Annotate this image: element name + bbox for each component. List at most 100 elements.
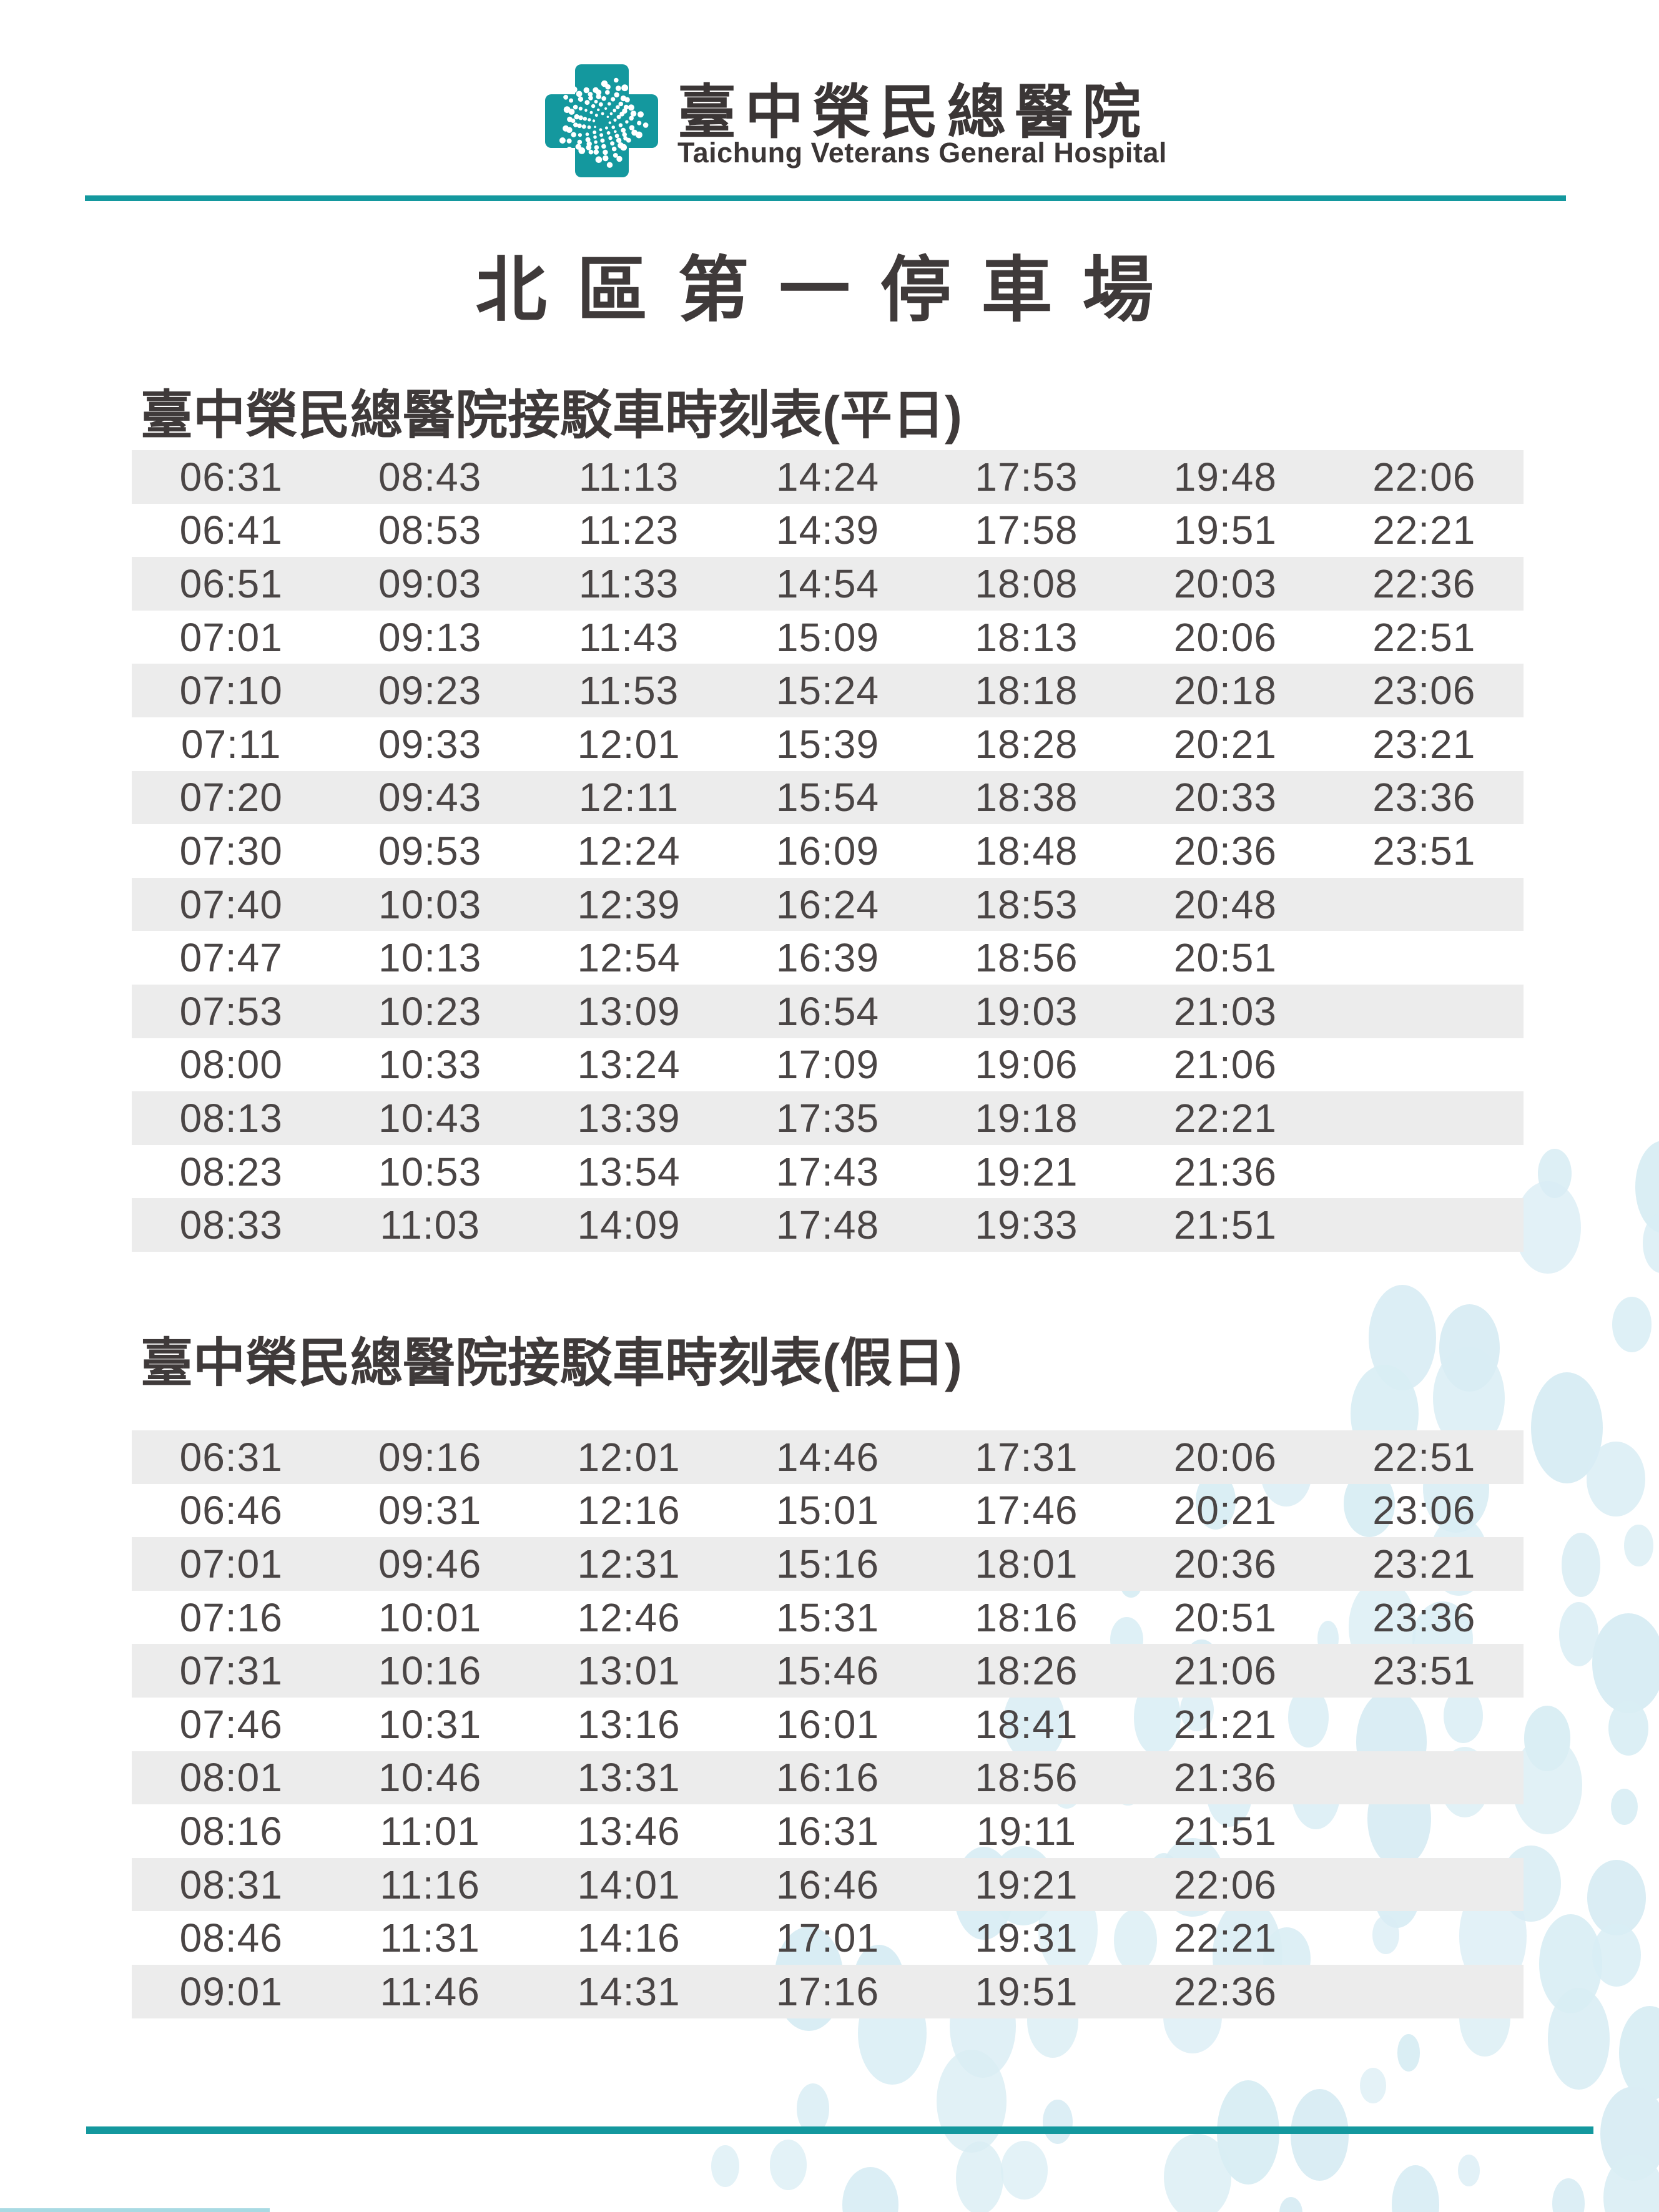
time-cell: 07:11 <box>181 721 282 767</box>
time-cell: 15:46 <box>775 1648 880 1694</box>
time-cell: 07:01 <box>179 614 283 660</box>
time-cell: 08:01 <box>179 1755 283 1801</box>
time-cell: 21:51 <box>1173 1202 1277 1248</box>
time-cell: 14:46 <box>775 1434 880 1480</box>
deco-dot <box>1113 1909 1157 1972</box>
time-cell: 08:33 <box>179 1202 283 1248</box>
table-row: 07:01 09:46 12:31 15:16 18:01 20:36 23:21 <box>132 1537 1524 1591</box>
time-cell: 20:51 <box>1173 935 1277 981</box>
deco-dot <box>1608 1700 1649 1756</box>
time-cell: 10:46 <box>378 1755 482 1801</box>
time-cell: 13:09 <box>577 988 681 1034</box>
deco-dot <box>956 2141 1004 2212</box>
time-cell: 22:21 <box>1173 1915 1277 1961</box>
time-cell: 18:13 <box>975 614 1078 660</box>
deco-dot <box>711 2145 739 2188</box>
time-cell: 06:51 <box>179 561 283 606</box>
time-cell: 19:33 <box>975 1202 1078 1248</box>
deco-dot <box>842 2167 898 2212</box>
time-cell: 07:01 <box>179 1541 283 1586</box>
time-cell: 06:41 <box>179 508 283 553</box>
time-cell: 08:53 <box>378 508 482 553</box>
time-cell: 06:31 <box>179 454 283 499</box>
time-cell: 13:31 <box>577 1755 681 1801</box>
time-cell: 12:01 <box>577 721 681 767</box>
time-cell: 09:53 <box>378 828 482 873</box>
time-cell: 22:06 <box>1372 454 1476 499</box>
time-cell: 23:21 <box>1372 721 1476 767</box>
table-row: 06:51 09:03 11:33 14:54 18:08 20:03 22:36 <box>132 557 1524 611</box>
time-cell: 06:46 <box>179 1488 283 1533</box>
hospital-logo-cross-icon <box>545 64 658 177</box>
time-cell: 09:03 <box>378 561 482 606</box>
time-cell: 13:01 <box>577 1648 681 1694</box>
table-row: 07:16 10:01 12:46 15:31 18:16 20:51 23:36 <box>132 1591 1524 1644</box>
time-cell: 18:26 <box>975 1648 1078 1694</box>
time-cell: 09:13 <box>378 614 482 660</box>
time-cell: 10:01 <box>378 1595 482 1640</box>
time-cell: 16:39 <box>775 935 880 981</box>
time-cell: 20:21 <box>1173 721 1277 767</box>
time-cell: 13:24 <box>577 1042 681 1088</box>
time-cell: 18:48 <box>975 828 1078 873</box>
time-cell: 20:36 <box>1173 828 1277 873</box>
time-cell: 09:23 <box>378 668 482 714</box>
time-cell: 20:06 <box>1173 614 1277 660</box>
time-cell: 14:39 <box>775 508 880 553</box>
deco-dot <box>1457 2154 1480 2186</box>
time-cell: 14:24 <box>775 454 880 499</box>
table-row: 06:31 09:16 12:01 14:46 17:31 20:06 22:51 <box>132 1430 1524 1484</box>
weekday-section-heading: 臺中榮民總醫院接駁車時刻表(平日) <box>140 386 962 445</box>
table-row: 09:01 11:46 14:31 17:16 19:51 22:36 <box>132 1964 1524 2018</box>
deco-dot <box>1163 2133 1231 2212</box>
time-cell: 21:03 <box>1173 988 1277 1034</box>
time-cell: 19:51 <box>1173 508 1277 553</box>
time-cell: 22:06 <box>1173 1862 1277 1907</box>
deco-dot <box>1512 1736 1582 1834</box>
time-cell: 22:36 <box>1372 561 1476 606</box>
time-cell: 21:36 <box>1173 1755 1277 1801</box>
page-title: 北區第一停車場 <box>475 251 1184 330</box>
time-cell: 11:13 <box>578 454 679 499</box>
time-cell: 20:36 <box>1173 1541 1277 1586</box>
time-cell: 19:06 <box>975 1042 1078 1088</box>
time-cell: 18:53 <box>975 882 1078 927</box>
time-cell: 13:16 <box>577 1701 681 1747</box>
table-row: 07:01 09:13 11:43 15:09 18:13 20:06 22:51 <box>132 611 1524 664</box>
time-cell: 22:36 <box>1173 1969 1277 2014</box>
time-cell: 21:06 <box>1173 1648 1277 1694</box>
time-cell: 18:18 <box>975 668 1078 714</box>
table-row: 06:46 09:31 12:16 15:01 17:46 20:21 23:06 <box>132 1484 1524 1538</box>
time-cell: 11:01 <box>380 1808 480 1854</box>
time-cell: 19:11 <box>976 1808 1077 1854</box>
table-row: 07:30 09:53 12:24 16:09 18:48 20:36 23:51 <box>132 824 1524 878</box>
time-cell: 10:13 <box>378 935 482 981</box>
time-cell: 21:06 <box>1173 1042 1277 1088</box>
time-cell: 22:51 <box>1372 614 1476 660</box>
time-cell: 14:09 <box>577 1202 681 1248</box>
time-cell: 13:54 <box>577 1149 681 1194</box>
hospital-name-zh: 臺中榮民總醫院 <box>677 79 1150 145</box>
time-cell: 18:16 <box>975 1595 1078 1640</box>
time-cell: 16:09 <box>775 828 880 873</box>
time-cell: 23:36 <box>1372 775 1476 820</box>
time-cell: 19:18 <box>975 1095 1078 1141</box>
time-cell: 13:39 <box>577 1095 681 1141</box>
deco-dot <box>1592 1613 1659 1714</box>
time-cell: 20:48 <box>1173 882 1277 927</box>
deco-dot <box>1592 1924 1641 1987</box>
time-cell: 16:54 <box>775 988 880 1034</box>
time-cell: 17:58 <box>975 508 1078 553</box>
time-cell: 21:36 <box>1173 1149 1277 1194</box>
time-cell: 21:21 <box>1173 1701 1277 1747</box>
time-cell: 17:46 <box>975 1488 1078 1533</box>
time-cell: 21:51 <box>1173 1808 1277 1854</box>
deco-dot <box>1612 1296 1652 1352</box>
time-cell: 18:01 <box>975 1541 1078 1586</box>
time-cell: 20:33 <box>1173 775 1277 820</box>
time-cell: 08:46 <box>179 1915 283 1961</box>
time-cell: 16:46 <box>775 1862 880 1907</box>
time-cell: 12:46 <box>577 1595 681 1640</box>
time-cell: 12:39 <box>577 882 681 927</box>
time-cell: 17:16 <box>775 1969 880 2014</box>
